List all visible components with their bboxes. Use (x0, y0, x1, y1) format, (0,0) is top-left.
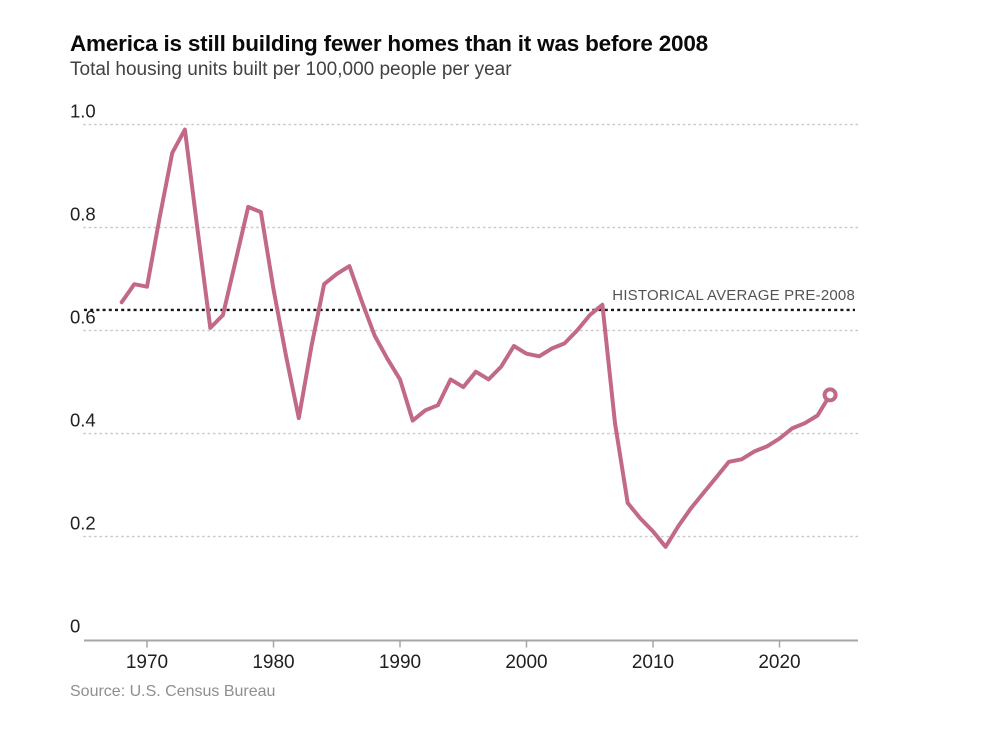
x-axis-label: 2010 (632, 652, 674, 673)
x-axis-label: 1990 (379, 652, 421, 673)
source-note: Source: U.S. Census Bureau (70, 683, 276, 700)
y-axis-label: 0 (70, 616, 80, 637)
y-axis-label: 0.2 (70, 513, 96, 534)
x-axis-label: 2020 (758, 652, 800, 673)
latest-point-marker (822, 387, 838, 403)
y-axis-label: 0.4 (70, 410, 96, 431)
x-axis-label: 2000 (505, 652, 547, 673)
x-axis-label: 1980 (252, 652, 294, 673)
housing-units-line (119, 127, 833, 549)
chart-title: America is still building fewer homes th… (70, 31, 708, 56)
historical-average-label: HISTORICAL AVERAGE PRE-2008 (612, 287, 855, 304)
y-axis-label: 0.6 (70, 307, 96, 328)
y-axis-label: 0.8 (70, 204, 96, 225)
y-axis-label: 1.0 (70, 101, 96, 122)
x-axis-label: 1970 (126, 652, 168, 673)
chart-subtitle: Total housing units built per 100,000 pe… (70, 59, 512, 80)
